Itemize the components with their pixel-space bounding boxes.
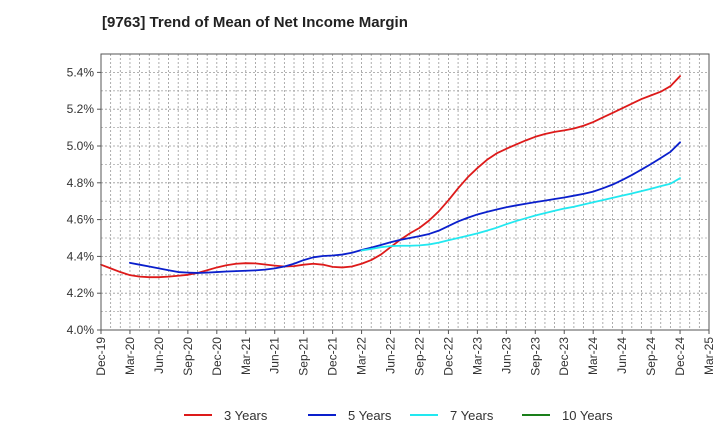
y-axis: 4.0% 4.2% 4.4% 4.6% 4.8% 5.0% 5.2% 5.4%: [67, 65, 101, 337]
y-tick-label: 5.4%: [67, 65, 95, 79]
x-tick-label: Dec-21: [326, 337, 340, 376]
series-line-7-years: [360, 177, 681, 252]
x-tick-label: Sep-21: [297, 337, 311, 376]
x-tick-label: Mar-24: [586, 337, 600, 375]
x-tick-label: Jun-20: [152, 337, 166, 374]
y-tick-label: 4.0%: [67, 323, 95, 337]
x-tick-label: Jun-21: [268, 337, 282, 374]
y-tick-label: 5.2%: [67, 102, 95, 116]
x-tick-label: Jun-23: [499, 337, 513, 374]
y-tick-label: 5.0%: [67, 139, 95, 153]
series-layer: [100, 75, 681, 279]
y-tick-label: 4.8%: [67, 176, 95, 190]
legend: 3 Years 5 Years 7 Years 10 Years: [184, 408, 613, 423]
series-line-5-years: [129, 141, 681, 274]
x-tick-label: Dec-20: [210, 337, 224, 376]
legend-label: 7 Years: [450, 408, 494, 423]
x-axis: Dec-19 Mar-20 Jun-20 Sep-20 Dec-20 Mar-21 Jun-…: [94, 330, 716, 376]
x-tick-label: Sep-22: [412, 337, 426, 376]
plot-frame: [100, 53, 710, 331]
x-tick-label: Dec-24: [673, 337, 687, 376]
x-tick-label: Mar-25: [702, 337, 716, 375]
x-tick-label: Dec-22: [441, 337, 455, 376]
x-tick-label: Mar-23: [470, 337, 484, 375]
y-tick-label: 4.6%: [67, 213, 95, 227]
x-tick-label: Mar-21: [239, 337, 253, 375]
grid: [100, 54, 710, 331]
y-tick-label: 4.4%: [67, 249, 95, 263]
x-tick-label: Mar-22: [355, 337, 369, 375]
legend-label: 3 Years: [224, 408, 268, 423]
x-tick-label: Sep-20: [181, 337, 195, 376]
x-tick-label: Sep-24: [644, 337, 658, 376]
x-tick-label: Sep-23: [528, 337, 542, 376]
x-tick-label: Dec-19: [94, 337, 108, 376]
x-tick-label: Dec-23: [557, 337, 571, 376]
legend-label: 10 Years: [562, 408, 613, 423]
y-tick-label: 4.2%: [67, 286, 95, 300]
x-tick-label: Jun-22: [384, 337, 398, 374]
chart-title: [9763] Trend of Mean of Net Income Margi…: [102, 14, 408, 31]
x-tick-label: Jun-24: [615, 337, 629, 374]
legend-label: 5 Years: [348, 408, 392, 423]
x-tick-label: Mar-20: [123, 337, 137, 375]
